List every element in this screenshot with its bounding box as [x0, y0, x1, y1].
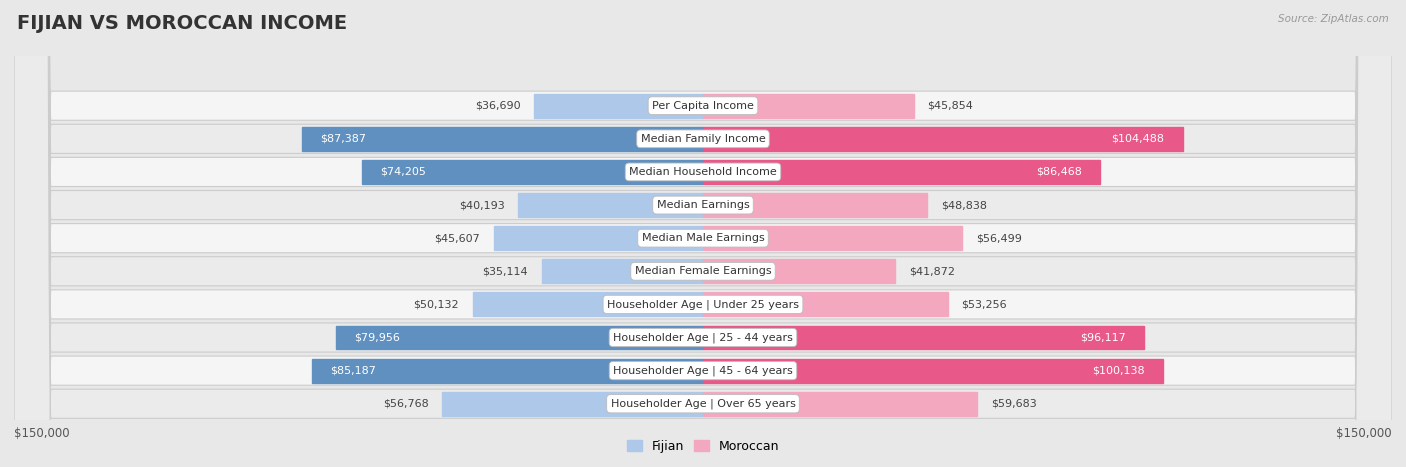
Bar	[519, 193, 703, 217]
Text: Householder Age | 25 - 44 years: Householder Age | 25 - 44 years	[613, 332, 793, 343]
FancyBboxPatch shape	[14, 0, 1392, 467]
FancyBboxPatch shape	[14, 0, 1392, 467]
Text: Median Earnings: Median Earnings	[657, 200, 749, 210]
Text: $36,690: $36,690	[475, 101, 520, 111]
Text: $104,488: $104,488	[1112, 134, 1164, 144]
Bar	[363, 160, 703, 184]
Text: $50,132: $50,132	[413, 299, 458, 310]
Bar	[312, 359, 703, 382]
Text: $56,768: $56,768	[382, 399, 429, 409]
Bar	[703, 94, 914, 118]
Text: Median Household Income: Median Household Income	[628, 167, 778, 177]
Text: Householder Age | Over 65 years: Householder Age | Over 65 years	[610, 398, 796, 409]
Text: $59,683: $59,683	[991, 399, 1036, 409]
FancyBboxPatch shape	[14, 0, 1392, 467]
Text: Householder Age | 45 - 64 years: Householder Age | 45 - 64 years	[613, 365, 793, 376]
Bar	[703, 226, 963, 250]
Text: $40,193: $40,193	[458, 200, 505, 210]
Bar	[494, 226, 703, 250]
Text: $86,468: $86,468	[1036, 167, 1081, 177]
Text: $56,499: $56,499	[976, 233, 1022, 243]
Bar	[336, 325, 703, 349]
Text: FIJIAN VS MOROCCAN INCOME: FIJIAN VS MOROCCAN INCOME	[17, 14, 347, 33]
Text: $79,956: $79,956	[354, 333, 401, 342]
Text: $53,256: $53,256	[962, 299, 1007, 310]
Text: $150,000: $150,000	[14, 427, 70, 440]
FancyBboxPatch shape	[14, 0, 1392, 467]
Text: $45,607: $45,607	[434, 233, 479, 243]
FancyBboxPatch shape	[14, 0, 1392, 467]
Bar	[703, 160, 1099, 184]
Bar	[541, 259, 703, 283]
FancyBboxPatch shape	[14, 0, 1392, 467]
Text: $48,838: $48,838	[941, 200, 987, 210]
Bar	[472, 292, 703, 316]
Text: Source: ZipAtlas.com: Source: ZipAtlas.com	[1278, 14, 1389, 24]
Bar	[703, 292, 948, 316]
FancyBboxPatch shape	[14, 0, 1392, 467]
Text: $74,205: $74,205	[381, 167, 426, 177]
Text: Per Capita Income: Per Capita Income	[652, 101, 754, 111]
FancyBboxPatch shape	[14, 0, 1392, 467]
Text: Median Female Earnings: Median Female Earnings	[634, 266, 772, 276]
Text: $35,114: $35,114	[482, 266, 527, 276]
Text: $85,187: $85,187	[330, 366, 375, 375]
Text: Median Family Income: Median Family Income	[641, 134, 765, 144]
Text: $87,387: $87,387	[321, 134, 366, 144]
Text: $150,000: $150,000	[1336, 427, 1392, 440]
Bar	[703, 325, 1144, 349]
Bar	[703, 259, 896, 283]
Bar	[703, 392, 977, 416]
Text: $100,138: $100,138	[1092, 366, 1144, 375]
Legend: Fijian, Moroccan: Fijian, Moroccan	[621, 435, 785, 458]
Bar	[703, 359, 1163, 382]
Bar	[443, 392, 703, 416]
Bar	[703, 193, 928, 217]
Text: Median Male Earnings: Median Male Earnings	[641, 233, 765, 243]
Text: $41,872: $41,872	[910, 266, 955, 276]
FancyBboxPatch shape	[14, 0, 1392, 467]
Text: $45,854: $45,854	[928, 101, 973, 111]
FancyBboxPatch shape	[14, 0, 1392, 467]
Bar	[534, 94, 703, 118]
Text: $96,117: $96,117	[1080, 333, 1126, 342]
Bar	[302, 127, 703, 151]
Bar	[703, 127, 1182, 151]
Text: Householder Age | Under 25 years: Householder Age | Under 25 years	[607, 299, 799, 310]
